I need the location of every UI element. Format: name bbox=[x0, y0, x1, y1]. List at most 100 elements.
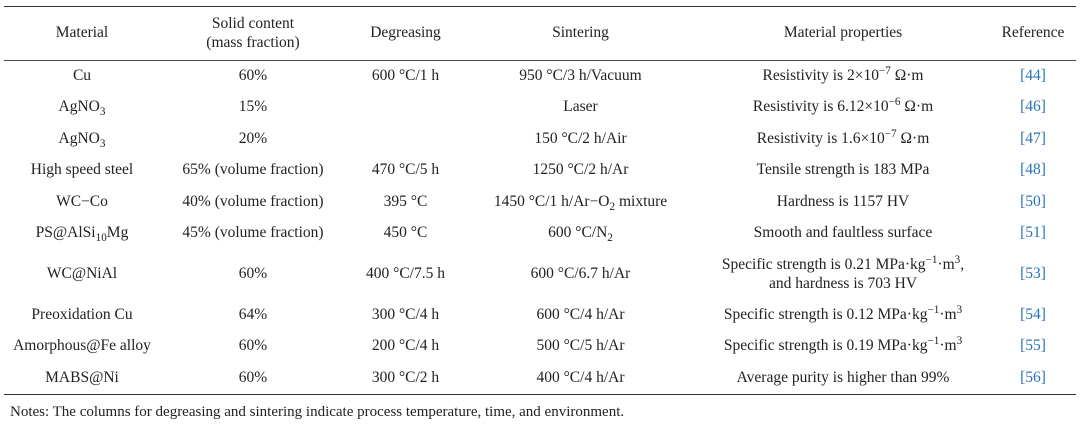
prop-text: Resistivity is 1.6×10 bbox=[756, 129, 885, 147]
cell-properties: Average purity is higher than 99% bbox=[736, 368, 950, 386]
cell-properties: Smooth and faultless surface bbox=[753, 224, 933, 242]
cell-material: Amorphous@Fe alloy bbox=[13, 337, 151, 355]
cell-properties: Hardness is 1157 HV bbox=[776, 192, 910, 210]
table-body: Cu 60% 600 °C/1 h 950 °C/3 h/Vacuum Resi… bbox=[4, 61, 1076, 395]
prop-unit: ·m bbox=[939, 305, 957, 323]
prop-exponent: −6 bbox=[888, 96, 901, 109]
cell-solid-content: 20% bbox=[238, 129, 268, 147]
material-subscript: 3 bbox=[99, 106, 106, 119]
prop-text: Specific strength is 0.19 MPa·kg bbox=[723, 337, 928, 355]
reference-link[interactable]: [46] bbox=[1020, 98, 1046, 116]
reference-link[interactable]: [54] bbox=[1020, 305, 1046, 323]
prop-punct: , bbox=[960, 255, 965, 273]
prop-exponent: −7 bbox=[878, 65, 891, 78]
header-reference: Reference bbox=[1001, 24, 1065, 42]
table-row: WC−Co 40% (volume fraction) 395 °C 1450 … bbox=[4, 187, 1076, 219]
sinter-suffix: mixture bbox=[615, 192, 668, 210]
cell-solid-content: 40% (volume fraction) bbox=[182, 192, 324, 210]
reference-link[interactable]: [48] bbox=[1020, 161, 1046, 179]
prop-unit: Ω·m bbox=[900, 98, 934, 116]
cell-degreasing bbox=[346, 92, 465, 124]
material-subscript: 3 bbox=[99, 138, 106, 151]
cell-properties: Resistivity is 2×10−7 Ω·m bbox=[696, 61, 990, 93]
cell-solid-content: 60% bbox=[238, 67, 268, 85]
process-table: Material Solid content (mass fraction) D… bbox=[4, 6, 1076, 395]
reference-link[interactable]: [50] bbox=[1020, 192, 1046, 210]
table-row: AgNO3 15% Laser Resistivity is 6.12×10−6… bbox=[4, 92, 1076, 124]
cell-solid-content: 60% bbox=[238, 265, 268, 283]
prop-exponent: 3 bbox=[956, 303, 963, 316]
prop-unit: Ω·m bbox=[890, 67, 924, 85]
prop-exponent: −1 bbox=[927, 335, 940, 348]
table-row: WC@NiAl 60% 400 °C/7.5 h 600 °C/6.7 h/Ar… bbox=[4, 250, 1076, 300]
cell-material: PS@AlSi10Mg bbox=[4, 218, 160, 250]
cell-properties: Specific strength is 0.19 MPa·kg−1·m3 bbox=[696, 331, 990, 363]
material-suffix: Mg bbox=[106, 224, 129, 242]
reference-link[interactable]: [44] bbox=[1020, 67, 1046, 85]
cell-sintering: Laser bbox=[563, 98, 598, 116]
cell-material: WC−Co bbox=[56, 192, 108, 210]
cell-properties: Tensile strength is 183 MPa bbox=[756, 161, 930, 179]
prop-unit: ·m bbox=[937, 255, 955, 273]
table-row: High speed steel 65% (volume fraction) 4… bbox=[4, 155, 1076, 187]
cell-degreasing: 470 °C/5 h bbox=[371, 161, 440, 179]
cell-degreasing: 300 °C/4 h bbox=[371, 305, 440, 323]
cell-sintering: 600 °C/4 h/Ar bbox=[536, 305, 625, 323]
prop-text: Resistivity is 2×10 bbox=[762, 67, 879, 85]
reference-link[interactable]: [55] bbox=[1020, 337, 1046, 355]
reference-link[interactable]: [53] bbox=[1020, 265, 1046, 283]
table-row: Amorphous@Fe alloy 60% 200 °C/4 h 500 °C… bbox=[4, 331, 1076, 363]
cell-properties: Resistivity is 1.6×10−7 Ω·m bbox=[696, 124, 990, 156]
cell-degreasing: 200 °C/4 h bbox=[371, 337, 440, 355]
cell-material: AgNO3 bbox=[4, 124, 160, 156]
prop-text-line2: and hardness is 703 HV bbox=[768, 274, 918, 292]
table-row: MABS@Ni 60% 300 °C/2 h 400 °C/4 h/Ar Ave… bbox=[4, 363, 1076, 395]
sinter-text: 600 °C/N bbox=[548, 224, 608, 242]
sinter-subscript: 2 bbox=[609, 201, 616, 214]
header-properties: Material properties bbox=[783, 24, 903, 42]
cell-sintering: 600 °C/N2 bbox=[465, 218, 696, 250]
reference-link[interactable]: [56] bbox=[1020, 368, 1046, 386]
table-row: PS@AlSi10Mg 45% (volume fraction) 450 °C… bbox=[4, 218, 1076, 250]
cell-solid-content: 65% (volume fraction) bbox=[182, 161, 324, 179]
prop-unit: ·m bbox=[939, 337, 957, 355]
prop-exponent: 3 bbox=[956, 335, 963, 348]
cell-properties: Resistivity is 6.12×10−6 Ω·m bbox=[696, 92, 990, 124]
cell-degreasing: 395 °C bbox=[383, 192, 428, 210]
cell-degreasing: 300 °C/2 h bbox=[371, 368, 440, 386]
reference-link[interactable]: [47] bbox=[1020, 129, 1046, 147]
cell-solid-content: 64% bbox=[238, 305, 268, 323]
cell-sintering: 950 °C/3 h/Vacuum bbox=[519, 67, 642, 85]
header-material: Material bbox=[55, 24, 109, 42]
cell-material: High speed steel bbox=[30, 161, 134, 179]
header-degreasing: Degreasing bbox=[370, 24, 441, 42]
material-text: AgNO bbox=[58, 98, 100, 116]
cell-sintering: 600 °C/6.7 h/Ar bbox=[530, 265, 631, 283]
table-row: Cu 60% 600 °C/1 h 950 °C/3 h/Vacuum Resi… bbox=[4, 61, 1076, 93]
prop-text: Specific strength is 0.12 MPa·kg bbox=[723, 305, 928, 323]
cell-solid-content: 60% bbox=[238, 368, 268, 386]
cell-sintering: 1450 °C/1 h/Ar−O2 mixture bbox=[465, 187, 696, 219]
cell-degreasing bbox=[346, 124, 465, 156]
material-subscript: 10 bbox=[95, 232, 107, 245]
cell-sintering: 150 °C/2 h/Air bbox=[534, 129, 627, 147]
prop-text: Resistivity is 6.12×10 bbox=[752, 98, 889, 116]
prop-exponent: −1 bbox=[927, 303, 940, 316]
cell-degreasing: 400 °C/7.5 h bbox=[366, 265, 445, 283]
table-container: Material Solid content (mass fraction) D… bbox=[4, 6, 1076, 421]
header-solid-line2: (mass fraction) bbox=[206, 33, 300, 51]
table-notes: Notes: The columns for degreasing and si… bbox=[10, 403, 625, 420]
cell-degreasing: 600 °C/1 h bbox=[371, 67, 440, 85]
cell-material: Preoxidation Cu bbox=[31, 305, 133, 323]
cell-sintering: 500 °C/5 h/Ar bbox=[536, 337, 625, 355]
cell-properties: Specific strength is 0.21 MPa·kg−1·m3, an… bbox=[696, 250, 990, 300]
prop-exponent: 3 bbox=[954, 253, 961, 266]
header-solid-line1: Solid content bbox=[211, 14, 295, 32]
cell-sintering: 1250 °C/2 h/Ar bbox=[532, 161, 629, 179]
material-text: AgNO bbox=[58, 129, 100, 147]
header-sintering: Sintering bbox=[552, 24, 609, 42]
cell-properties: Specific strength is 0.12 MPa·kg−1·m3 bbox=[696, 300, 990, 332]
header-row: Material Solid content (mass fraction) D… bbox=[4, 7, 1076, 61]
reference-link[interactable]: [51] bbox=[1020, 224, 1046, 242]
prop-text: Specific strength is 0.21 MPa·kg bbox=[721, 255, 926, 273]
